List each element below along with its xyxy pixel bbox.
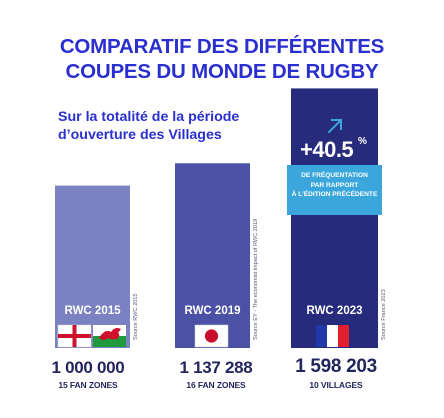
chart-title: COMPARATIF DES DIFFÉRENTES COUPES DU MON… xyxy=(0,34,444,84)
value-label-2019: 1 137 288 xyxy=(179,358,253,377)
flags-layer xyxy=(57,324,349,348)
chart-title-line-1: COMPARATIF DES DIFFÉRENTES xyxy=(59,35,385,58)
bar-2023 xyxy=(291,88,378,348)
value-label-2015: 1 000 000 xyxy=(51,358,125,377)
increase-percent: +40.5 xyxy=(300,137,354,162)
bars-layer: RWC 2015 Source RWC 2015 RWC 2019 Source EY… xyxy=(55,88,387,348)
chart-subtitle: Sur la totalité de la période d’ouvertur… xyxy=(58,108,278,144)
increase-callout: DE FRÉQUENTATION PAR RAPPORT À L’ÉDITION… xyxy=(287,165,382,215)
callout-line-2: PAR RAPPORT xyxy=(310,181,359,189)
bar-2019 xyxy=(175,163,250,348)
arrow-up-right-icon xyxy=(327,118,343,134)
source-note-3: Source France 2023 xyxy=(381,289,387,340)
france-flag-icon xyxy=(316,325,349,347)
source-note-2: Source EY - The economist impact of RWC … xyxy=(253,219,259,340)
bar-2019-label: RWC 2019 xyxy=(184,305,240,317)
source-note-1: Source RWC 2015 xyxy=(133,293,139,340)
sublabel-2015: 15 FAN ZONES xyxy=(58,380,118,390)
bar-2015 xyxy=(55,185,130,348)
chart-subtitle-line-1: Sur la totalité de la période xyxy=(58,109,240,125)
bar-2023-label: RWC 2023 xyxy=(306,305,362,317)
bar-2015-label: RWC 2015 xyxy=(64,305,121,317)
japan-flag-icon xyxy=(194,324,229,348)
sublabel-2023: 10 VILLAGES xyxy=(309,380,363,390)
callout-line-3: À L’ÉDITION PRÉCÉDENTE xyxy=(291,191,378,198)
value-label-2023: 1 598 203 xyxy=(295,356,377,377)
chart-subtitle-line-2: d’ouverture des Villages xyxy=(58,127,222,143)
callout-line-1: DE FRÉQUENTATION xyxy=(301,172,368,179)
wales-flag-icon xyxy=(93,325,126,347)
increase-percent-unit: % xyxy=(358,136,367,147)
england-flag-icon xyxy=(57,324,92,348)
sublabel-2019: 16 FAN ZONES xyxy=(186,380,246,390)
chart-title-line-2: COUPES DU MONDE DE RUGBY xyxy=(65,60,379,83)
